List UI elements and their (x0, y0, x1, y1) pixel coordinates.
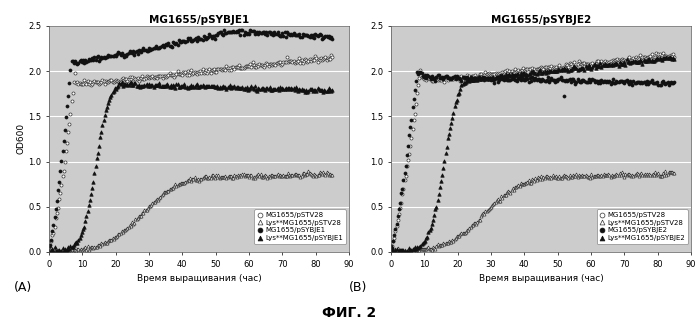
Y-axis label: OD600: OD600 (16, 123, 25, 154)
Legend: MG1655/pSTV28, Lys**MG1655/pSTV28, MG1655/pSYBJE1, Lys**MG1655/pSYBJE1: MG1655/pSTV28, Lys**MG1655/pSTV28, MG165… (255, 209, 346, 244)
Text: (B): (B) (349, 281, 367, 294)
Legend: MG1655/pSTV28, Lys**MG1655/pSTV28, MG1655/pSYBJE2, Lys**MG1655/pSYBJE2: MG1655/pSTV28, Lys**MG1655/pSTV28, MG165… (597, 209, 688, 244)
X-axis label: Время выращивания (час): Время выращивания (час) (479, 274, 603, 283)
X-axis label: Время выращивания (час): Время выращивания (час) (137, 274, 261, 283)
Title: MG1655/pSYBJE1: MG1655/pSYBJE1 (149, 15, 249, 25)
Text: (A): (A) (14, 281, 32, 294)
Title: MG1655/pSYBJE2: MG1655/pSYBJE2 (491, 15, 591, 25)
Text: ФИГ. 2: ФИГ. 2 (322, 306, 376, 320)
